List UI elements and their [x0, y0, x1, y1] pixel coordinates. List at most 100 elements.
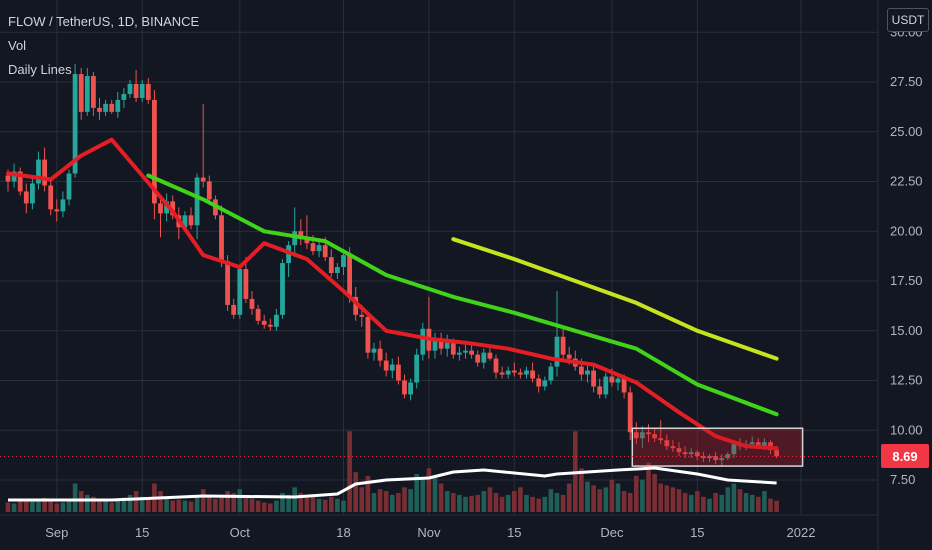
- volume-bar: [560, 494, 566, 512]
- volume-bar: [371, 493, 377, 512]
- currency-unit-badge[interactable]: USDT: [887, 8, 929, 32]
- volume-bar: [200, 489, 206, 512]
- candle-body: [774, 450, 779, 457]
- volume-bar: [121, 497, 127, 512]
- candle-body: [475, 354, 481, 363]
- volume-bar: [658, 483, 663, 512]
- volume-bar: [603, 487, 609, 512]
- volume-bar: [609, 479, 615, 512]
- volume-bar: [97, 500, 102, 512]
- candle-body: [60, 199, 66, 212]
- candle-body: [438, 338, 444, 349]
- candle-body: [542, 380, 548, 387]
- time-tick-label: 15: [690, 525, 704, 540]
- volume-bar: [54, 503, 60, 512]
- volume-bar: [146, 497, 151, 512]
- volume-bar: [11, 503, 17, 512]
- candle-body: [316, 245, 322, 252]
- candle-body: [194, 177, 200, 226]
- candle-body: [609, 376, 615, 383]
- candle-body: [597, 386, 603, 395]
- price-axis: 7.50 10.00 12.50 15.00 17.50 20.00 22.50 25.00 2…: [890, 24, 923, 487]
- candlesticks: [5, 64, 779, 467]
- daily-line-1: [6, 137, 779, 451]
- candle-body: [511, 370, 517, 373]
- candle-body: [121, 93, 127, 100]
- candle-body: [487, 352, 493, 359]
- volume-bar: [42, 497, 47, 512]
- volume-bar: [5, 502, 11, 512]
- candle-body: [78, 74, 84, 112]
- volume-bar: [457, 494, 462, 512]
- volume-bar: [182, 500, 188, 512]
- candle-body: [621, 378, 627, 393]
- candle-body: [676, 448, 682, 453]
- candle-body: [48, 185, 54, 210]
- volume-bar: [396, 493, 401, 512]
- candle-body: [84, 76, 90, 112]
- candle-body: [457, 352, 462, 355]
- chart-grid: [0, 0, 879, 550]
- volume-bar: [225, 491, 230, 512]
- volume-bar: [359, 487, 365, 512]
- candle-body: [664, 440, 670, 447]
- volume-bar: [701, 496, 706, 512]
- candle-body: [115, 99, 121, 112]
- volume-bar: [36, 499, 41, 512]
- volume-bar: [274, 500, 279, 512]
- volume-bar: [219, 494, 224, 512]
- volume-bar: [664, 485, 670, 512]
- candle-body: [255, 308, 261, 321]
- candle-body: [335, 267, 340, 274]
- volume-bar: [634, 475, 639, 512]
- time-tick-label: Oct: [230, 525, 251, 540]
- volume-bar: [164, 498, 169, 512]
- candle-body: [261, 320, 267, 325]
- volume-bar: [261, 502, 267, 512]
- candle-body: [725, 454, 731, 459]
- candle-body: [42, 159, 47, 186]
- candle-body: [658, 438, 664, 441]
- candle-body: [243, 269, 249, 299]
- volume-bar: [109, 502, 114, 512]
- candle-body: [389, 364, 395, 371]
- candle-body: [97, 107, 102, 112]
- volume-indicator-label[interactable]: Vol: [8, 38, 27, 53]
- candle-body: [640, 432, 645, 439]
- volume-bar: [676, 489, 682, 512]
- daily-lines: [6, 137, 779, 451]
- volume-bar: [512, 491, 517, 512]
- symbol-title[interactable]: FLOW / TetherUS, 1D, BINANCE: [8, 14, 200, 29]
- volume-bar: [707, 498, 712, 512]
- candle-body: [463, 350, 468, 353]
- candle-body: [109, 103, 115, 112]
- volume-bar: [85, 494, 90, 512]
- candle-body: [713, 456, 718, 461]
- candle-body: [23, 191, 29, 204]
- volume-bar: [493, 493, 499, 512]
- volume-bar: [316, 498, 322, 512]
- daily-lines-indicator-label[interactable]: Daily Lines: [8, 62, 72, 77]
- volume-bar: [524, 494, 529, 512]
- volume-bar: [615, 483, 621, 512]
- volume-bar: [475, 494, 480, 512]
- volume-bar: [585, 481, 590, 512]
- candle-body: [219, 215, 224, 262]
- volume-bar: [17, 500, 23, 512]
- volume-bar: [627, 493, 633, 512]
- candle-body: [701, 456, 706, 459]
- volume-bar: [499, 496, 505, 512]
- volume-bar: [713, 493, 718, 512]
- volume-bar: [133, 491, 139, 512]
- candle-body: [371, 348, 377, 353]
- candle-body: [347, 255, 352, 297]
- volume-bar: [444, 491, 450, 512]
- volume-bar: [414, 474, 419, 512]
- candle-body: [127, 83, 133, 94]
- candle-body: [707, 456, 712, 459]
- volume-bar: [408, 489, 413, 512]
- volume-bar: [310, 496, 316, 512]
- daily-line-3: [451, 237, 779, 361]
- volume-bar: [329, 496, 334, 512]
